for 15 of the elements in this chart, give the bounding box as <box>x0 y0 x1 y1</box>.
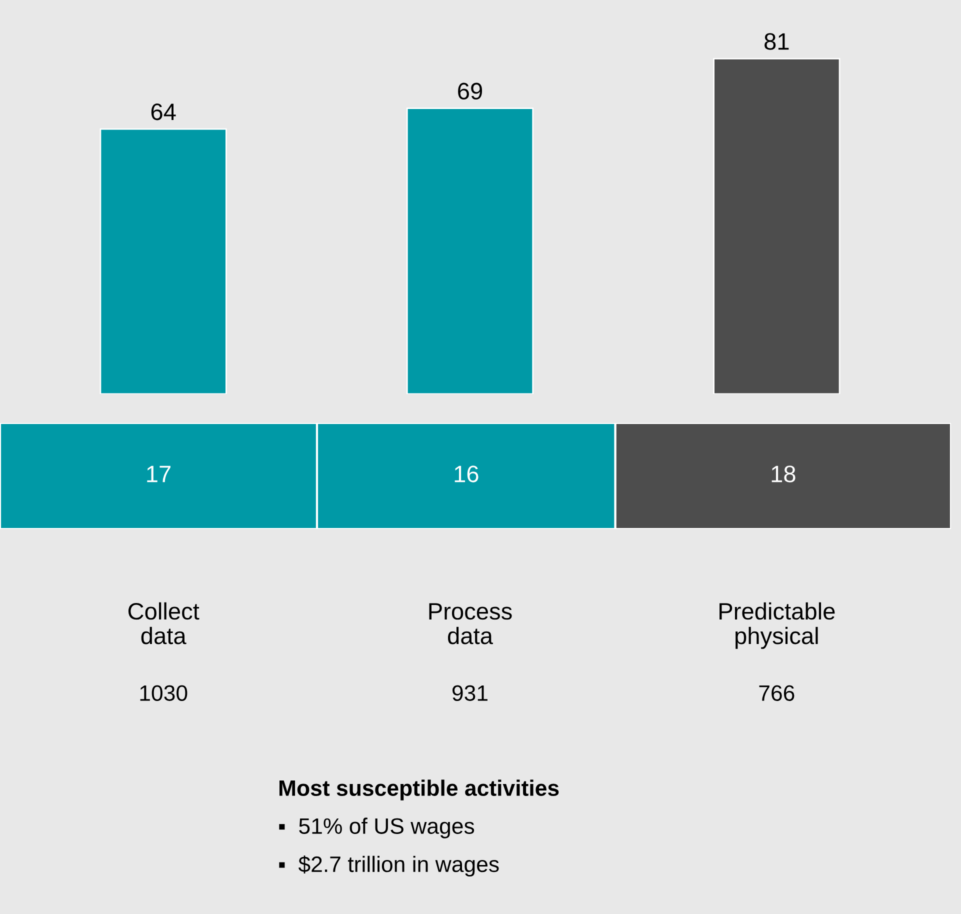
text: ▪ $2.7 trillion in wages <box>279 855 499 877</box>
text: 766 <box>759 685 794 701</box>
text: Most susceptible activities <box>279 780 559 800</box>
x-tick-label: Predictable physical <box>720 602 835 649</box>
data-label: 16 <box>454 466 478 482</box>
x-tick-label: Process data <box>429 603 512 644</box>
data-label: 18 <box>772 466 796 482</box>
data-label: 17 <box>147 466 170 482</box>
data-label: 81 <box>764 33 789 50</box>
text: ▪ 51% of US wages <box>279 818 474 838</box>
data-label: 69 <box>458 82 482 100</box>
text: 931 <box>452 685 488 701</box>
data-label: 64 <box>151 104 176 120</box>
text: 1030 <box>140 685 188 701</box>
x-tick-label: Collect data <box>128 602 200 644</box>
